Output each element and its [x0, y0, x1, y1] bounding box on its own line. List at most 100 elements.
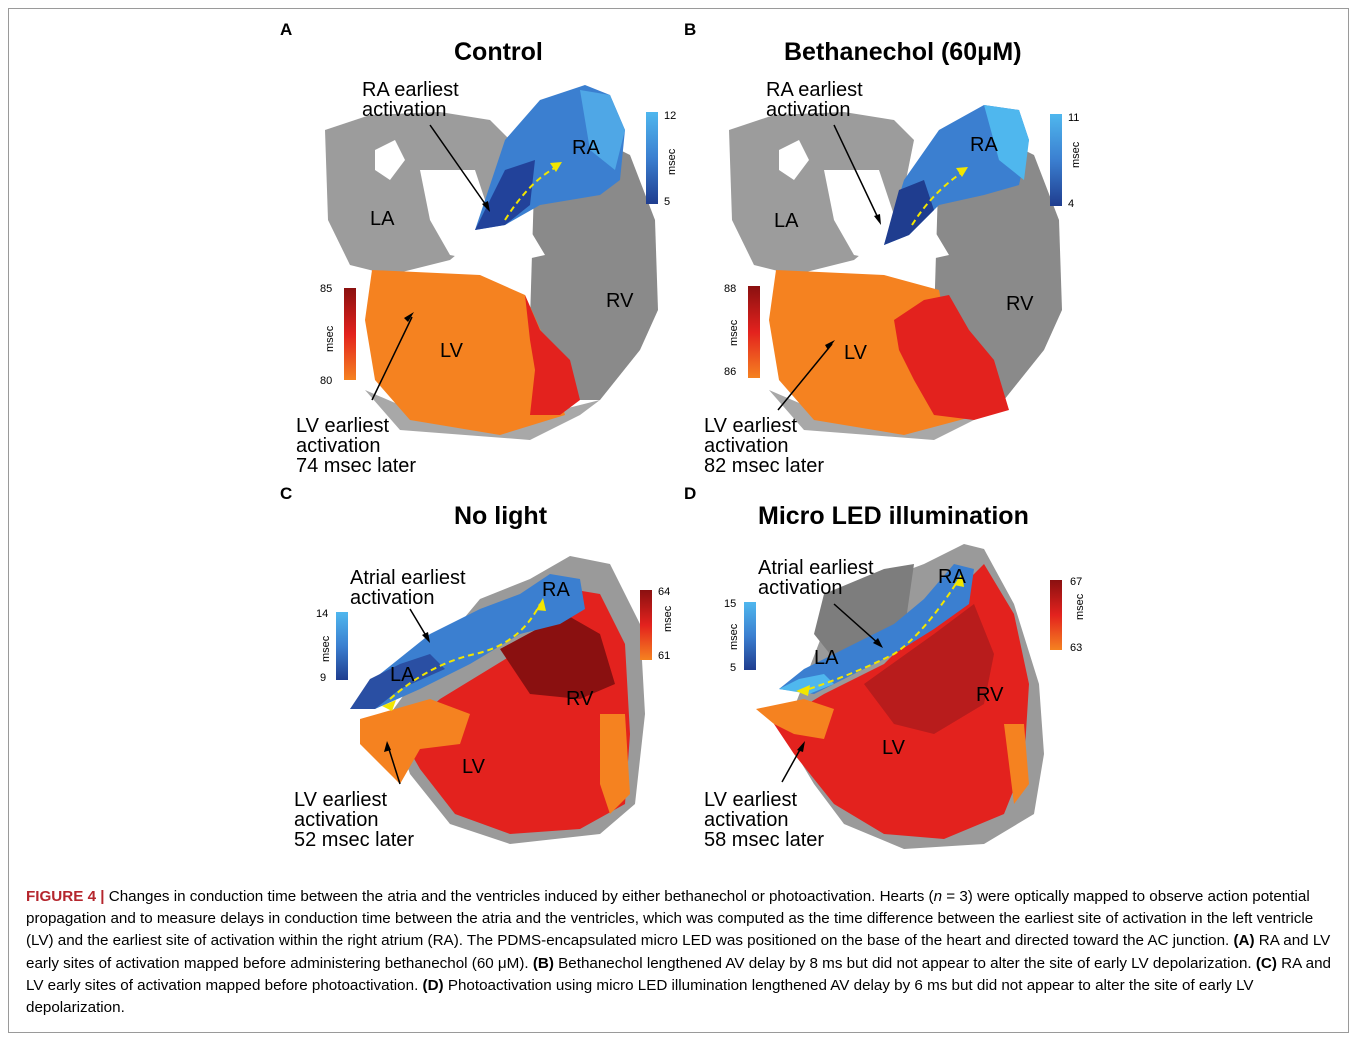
ventricular-scale-max: 67: [1070, 576, 1083, 588]
rv-edge-region: [600, 714, 630, 814]
caption-text-a: RA and LV early sites of activation mapp…: [26, 932, 1331, 972]
panel-b: B Bethanechol (60μM) RA earliest: [684, 20, 1114, 490]
atrial-colorbar: [744, 602, 756, 670]
ventricular-scale-unit: msec: [324, 325, 336, 352]
atrial-earliest-note: Atrial earliest activation: [758, 557, 874, 599]
label-lv: LV: [462, 756, 485, 778]
atrial-scale-max: 11: [1068, 112, 1080, 124]
caption-label-a: (A): [1233, 932, 1255, 950]
atrial-colorbar: [646, 112, 658, 204]
atrial-colorbar: [1050, 114, 1062, 206]
rv-late-region: [500, 614, 615, 699]
activation-map: [325, 85, 658, 440]
ventricle-map: [756, 564, 1029, 839]
ra-arrow-head: [536, 598, 546, 611]
label-rv: RV: [566, 688, 594, 710]
lv-earliest-note: LV earliest activation 82 msec later: [704, 415, 825, 477]
rv-late-region: [864, 604, 994, 734]
label-la: LA: [370, 208, 395, 230]
atrial-scale-unit: msec: [320, 635, 332, 662]
lv-early-region: [360, 699, 470, 784]
ventricular-scale-min: 61: [658, 650, 671, 662]
atrial-early-region: [779, 674, 834, 694]
atrial-scale-max: 14: [316, 608, 329, 620]
caption-text-c: RA and LV early sites of activation mapp…: [26, 954, 1331, 994]
ra-arrow-head: [550, 162, 562, 172]
ventricular-colorbar: [640, 590, 652, 660]
ventricular-scale-min: 86: [724, 366, 737, 378]
label-rv: RV: [1006, 293, 1034, 315]
panel-c: C No light Atrial earliest activation: [280, 484, 710, 954]
label-rv: RV: [976, 684, 1004, 706]
panel-letter: B: [684, 20, 697, 39]
right-atrium-map: [884, 105, 1029, 245]
ventricle-map: [769, 270, 1009, 435]
ventricular-scale-unit: msec: [1074, 593, 1086, 620]
ra-late-region: [580, 90, 625, 170]
label-ra: RA: [970, 134, 998, 156]
caption-text-d: Photoactivation using micro LED illumina…: [26, 976, 1254, 1017]
caption-n-symbol: n: [933, 888, 943, 905]
atrial-scale-max: 12: [664, 110, 677, 122]
white-gap: [824, 170, 949, 265]
label-rv: RV: [606, 290, 634, 312]
lv-earliest-note: LV earliest activation 52 msec later: [294, 789, 415, 851]
label-ra: RA: [572, 137, 600, 159]
caption-text: = 3) were optically mapped to observe ac…: [26, 888, 1314, 950]
ventricular-colorbar: [1050, 580, 1062, 650]
panel-letter: C: [280, 484, 293, 503]
right-ventricle-region: [530, 140, 658, 400]
label-la: LA: [774, 210, 799, 232]
ventricular-colorbar: [344, 288, 356, 380]
panel-title: Bethanechol (60μM): [784, 38, 1022, 66]
figure-caption: FIGURE 4 | Changes in conduction time be…: [26, 886, 1331, 1019]
figure-label: FIGURE 4 |: [26, 888, 105, 905]
panel-title: Control: [454, 38, 543, 66]
annotation-arrows: [384, 608, 430, 785]
panel-title: No light: [454, 502, 548, 530]
ventricle-map: [360, 589, 630, 834]
caption-label-d: (D): [422, 976, 444, 994]
atrial-colorbar: [336, 612, 348, 680]
atrium-map: [350, 574, 585, 711]
panel-d: D Micro LED illumination Atrial earliest: [684, 484, 1114, 954]
right-atrium-map: [475, 85, 625, 230]
atrial-scale-min: 5: [664, 196, 671, 208]
atrial-scale-unit: msec: [1070, 141, 1082, 168]
atrial-scale-unit: msec: [666, 148, 678, 175]
ra-arrow-head: [956, 167, 968, 177]
panel-letter: D: [684, 484, 697, 503]
figure-frame: [8, 8, 1349, 1033]
activation-map: [350, 556, 645, 844]
ra-late-region: [984, 105, 1029, 180]
label-lv: LV: [844, 342, 867, 364]
ventricular-scale-min: 63: [1070, 642, 1083, 654]
atrial-scale-min: 4: [1068, 198, 1075, 210]
rv-edge-region: [1004, 724, 1029, 804]
lv-late-region: [894, 295, 1009, 420]
ra-propagation-arrow: [808, 578, 960, 690]
ra-propagation-arrow: [389, 603, 541, 700]
heart-tissue: [325, 112, 658, 440]
panel-a: A Control RA earliest activat: [280, 20, 710, 490]
label-lv: LV: [440, 340, 463, 362]
activation-map: [756, 544, 1044, 849]
caption-label-b: (B): [532, 954, 554, 972]
ventricular-scale-max: 85: [320, 283, 333, 295]
ventricular-scale-max: 64: [658, 586, 671, 598]
atrial-early-region: [350, 654, 445, 709]
lv-earliest-note: LV earliest activation 74 msec later: [296, 415, 417, 477]
annotation-arrows: [371, 124, 490, 401]
ventricular-scale-unit: msec: [662, 605, 674, 632]
lv-early-region: [756, 699, 834, 739]
label-la: LA: [814, 647, 839, 669]
atrial-scale-min: 5: [730, 662, 737, 674]
atrial-activation-region: [779, 564, 974, 694]
ventricle-map: [365, 270, 580, 435]
la-arrow-head: [382, 700, 396, 711]
label-lv: LV: [882, 737, 905, 759]
atrial-earliest-note: Atrial earliest activation: [350, 567, 466, 609]
caption-text: Changes in conduction time between the a…: [104, 888, 934, 905]
activation-map: [729, 105, 1062, 440]
ra-early-region: [475, 160, 535, 230]
